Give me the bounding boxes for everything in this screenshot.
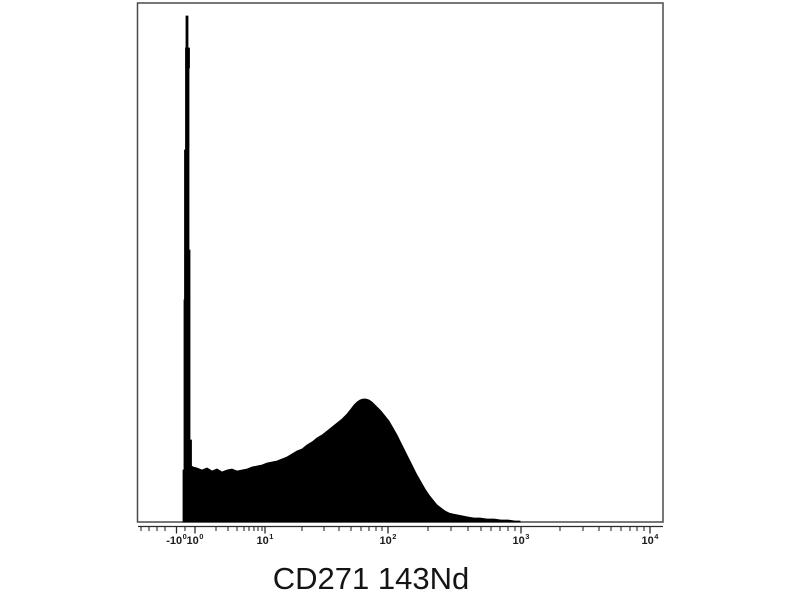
tick-label-exponent: 2	[392, 532, 397, 542]
chart-title: CD271 143Nd	[272, 561, 470, 596]
tick-label-exponent: 0	[199, 532, 204, 542]
tick-label-exponent: 3	[525, 532, 530, 542]
tick-label-mantissa: 10	[512, 535, 525, 547]
tick-label-mantissa: 10	[256, 535, 269, 547]
histogram-area	[182, 15, 521, 523]
tick-label-exponent: 0	[182, 532, 187, 542]
tick-label-exponent: 4	[654, 532, 659, 542]
tick-label-mantissa: -10	[166, 535, 183, 547]
x-axis-tick-label: 101	[256, 533, 274, 547]
x-axis-tick-label: 100	[186, 533, 204, 547]
tick-label-mantissa: 10	[379, 535, 392, 547]
x-axis-tick-label: 102	[379, 533, 397, 547]
x-axis-tick-label: 103	[512, 533, 530, 547]
x-axis-tick-label: 104	[641, 533, 659, 547]
tick-label-exponent: 1	[269, 532, 274, 542]
tick-label-mantissa: 10	[186, 535, 199, 547]
tick-label-mantissa: 10	[641, 535, 654, 547]
x-axis-ticks	[140, 526, 651, 534]
x-axis-tick-label: -100	[166, 533, 187, 547]
